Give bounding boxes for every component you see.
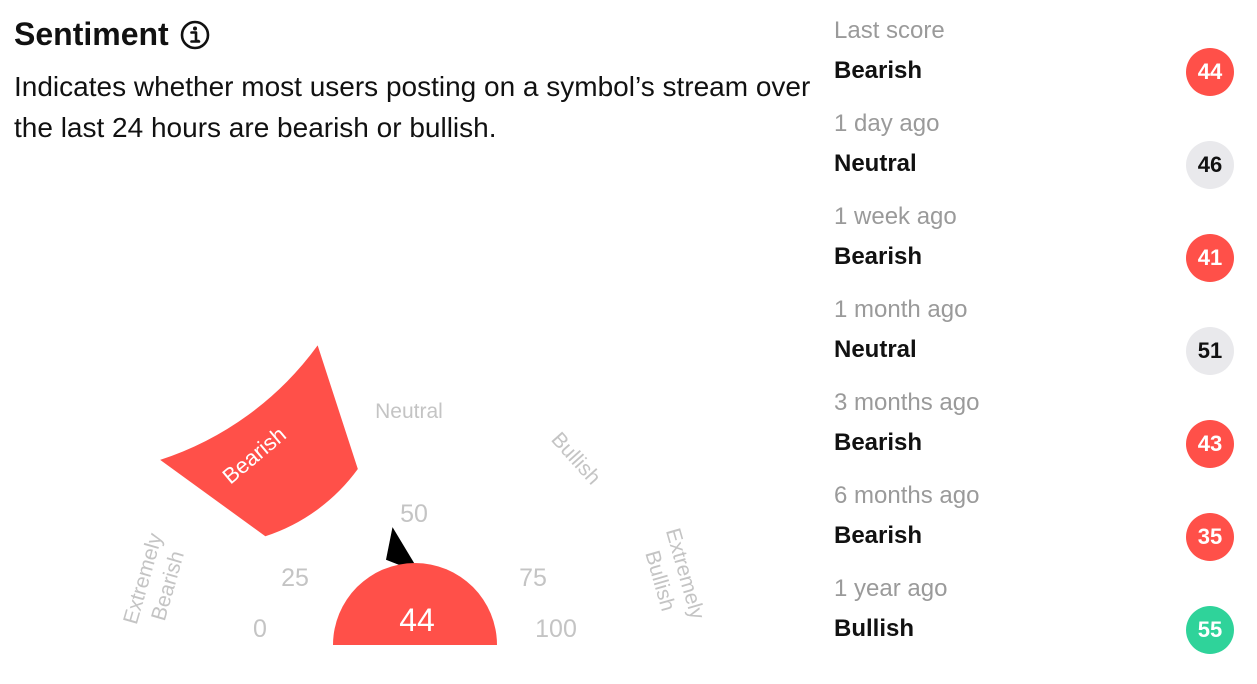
history-item: 1 week ago Bearish 41	[834, 200, 1234, 293]
gauge-label-extremely-bearish: Extremely Bearish	[119, 530, 189, 627]
history-period: 3 months ago	[834, 389, 980, 416]
title-row: Sentiment	[14, 16, 211, 53]
history-row: Bearish 35	[834, 513, 1234, 572]
page-title: Sentiment	[14, 16, 169, 52]
history-score-badge: 51	[1186, 327, 1234, 375]
gauge-score: 44	[399, 602, 435, 638]
gauge-tick-25: 25	[281, 564, 309, 592]
sentiment-gauge: Bearish Neutral Bullish Extremely Bearis…	[119, 345, 709, 645]
history-period: 1 day ago	[834, 110, 940, 137]
history-sentiment-label: Bearish	[834, 429, 923, 456]
history-row: Bullish 55	[834, 606, 1234, 665]
history-score-badge: 35	[1186, 513, 1234, 561]
history-score-badge: 55	[1186, 606, 1234, 654]
history-row: Bearish 44	[834, 48, 1234, 107]
history-row: Neutral 46	[834, 141, 1234, 200]
history-score-badge: 41	[1186, 234, 1234, 282]
gauge-tick-0: 0	[253, 615, 267, 643]
history-sentiment-label: Bullish	[834, 615, 915, 642]
history-period: 1 week ago	[834, 203, 957, 230]
history-sentiment-label: Neutral	[834, 336, 917, 363]
history-score-badge: 44	[1186, 48, 1234, 96]
sentiment-description: Indicates whether most users posting on …	[14, 71, 811, 143]
history-period: Last score	[834, 17, 945, 44]
gauge-needle	[385, 527, 421, 574]
history-sentiment-label: Neutral	[834, 150, 917, 177]
history-sentiment-label: Bearish	[834, 243, 923, 270]
history-item: 1 year ago Bullish 55	[834, 572, 1234, 665]
info-icon[interactable]	[179, 19, 211, 51]
history-item: Last score Bearish 44	[834, 14, 1234, 107]
gauge-segment-bearish	[160, 345, 358, 537]
history-item: 1 day ago Neutral 46	[834, 107, 1234, 200]
history-period: 1 year ago	[834, 575, 948, 602]
history-item: 3 months ago Bearish 43	[834, 386, 1234, 479]
history-sentiment-label: Bearish	[834, 522, 923, 549]
history-period: 1 month ago	[834, 296, 968, 323]
gauge-tick-100: 100	[535, 615, 577, 643]
history-row: Bearish 43	[834, 420, 1234, 479]
history-item: 6 months ago Bearish 35	[834, 479, 1234, 572]
sentiment-history: Last score Bearish 44 1 day ago Neutral …	[834, 14, 1234, 665]
gauge-hub	[333, 563, 497, 645]
gauge-label-neutral: Neutral	[375, 400, 443, 423]
history-item: 1 month ago Neutral 51	[834, 293, 1234, 386]
history-period: 6 months ago	[834, 482, 980, 509]
gauge-label-extremely-bullish: Extremely Bullish	[640, 526, 709, 623]
history-sentiment-label: Bearish	[834, 57, 923, 84]
history-row: Bearish 41	[834, 234, 1234, 293]
history-score-badge: 43	[1186, 420, 1234, 468]
history-row: Neutral 51	[834, 327, 1234, 386]
gauge-tick-75: 75	[519, 564, 547, 592]
gauge-label-bullish: Bullish	[547, 428, 605, 489]
history-score-badge: 46	[1186, 141, 1234, 189]
gauge-tick-50: 50	[400, 500, 428, 528]
